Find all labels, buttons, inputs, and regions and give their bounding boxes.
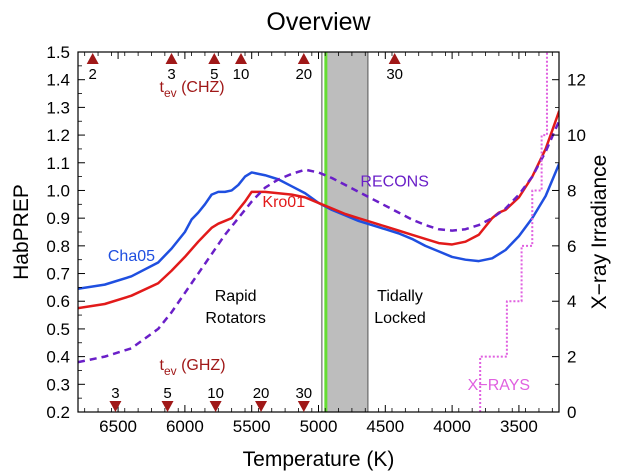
y-tick-label: 0.4 — [46, 348, 70, 367]
axes-layer: 6500 6000 5500 5000 4500 4000 3500 0.2 0.3 0.4 0.5… — [10, 8, 611, 471]
series-label-kro01: Kro01 — [262, 194, 305, 211]
chz-subscript: ev — [164, 86, 177, 100]
region-label: Tidally Locked — [374, 288, 426, 327]
y2-tick-label: 2 — [567, 348, 576, 367]
ghz-axis-label: tev (GHZ) — [160, 357, 226, 378]
y-tick-label: 0.7 — [46, 265, 70, 284]
x-tick-label: 6500 — [99, 417, 137, 436]
ghz-marker-label: 5 — [163, 385, 171, 402]
ghz-suffix: (GHZ) — [177, 357, 226, 374]
chart-title: Overview — [266, 8, 371, 36]
ghz-marker-triangle — [109, 401, 122, 412]
x-tick-label: 4500 — [366, 417, 404, 436]
x-tick-label: 4000 — [433, 417, 471, 436]
chz-marker-triangle — [208, 53, 221, 64]
ghz-t: t — [160, 357, 165, 374]
ghz-marker-label: 30 — [295, 385, 312, 402]
chz-marker-triangle — [388, 53, 401, 64]
chz-marker-triangle — [297, 53, 310, 64]
chz-marker-triangle — [86, 53, 99, 64]
y-tick-label: 0.5 — [46, 320, 70, 339]
chz-marker-triangle — [165, 53, 178, 64]
x-axis-title: Temperature (K) — [243, 448, 395, 471]
series-line-x-rays — [479, 52, 548, 412]
region-label: Rapid Rotators — [205, 288, 265, 327]
chz-marker-label: 10 — [233, 66, 250, 83]
y-tick-label: 1.0 — [46, 181, 70, 200]
series-label-recons: RECONS — [360, 173, 428, 190]
y-tick-label: 1.1 — [46, 154, 70, 173]
ghz-marker-triangle — [161, 401, 174, 412]
y-tick-label: 1.2 — [46, 126, 70, 145]
y-tick-label: 1.4 — [46, 71, 70, 90]
y-tick-label: 0.8 — [46, 237, 70, 256]
chz-marker-label: 5 — [210, 66, 218, 83]
y2-tick-label: 12 — [567, 71, 586, 90]
y-tick-label: 0.9 — [46, 209, 70, 228]
y-tick-label: 0.3 — [46, 375, 70, 394]
ghz-subscript: ev — [164, 364, 177, 378]
y-tick-label: 0.6 — [46, 292, 70, 311]
series-line-kro01 — [78, 110, 559, 310]
y-tick-label: 1.3 — [46, 98, 70, 117]
series-label-cha05: Cha05 — [108, 248, 155, 265]
ghz-marker-triangle — [255, 401, 268, 412]
y-axis-title: HabPREP — [10, 184, 33, 280]
y2-tick-label: 4 — [567, 292, 576, 311]
series-label-x-rays: X−RAYS — [468, 377, 530, 394]
region-label-line: Locked — [374, 310, 426, 327]
region-label-line: Rapid — [215, 288, 257, 305]
chz-marker-label: 2 — [89, 66, 97, 83]
y2-tick-label: 6 — [567, 237, 576, 256]
chz-marker-label: 30 — [386, 66, 403, 83]
chz-t: t — [160, 79, 165, 96]
plot-region — [78, 52, 559, 412]
tidal-locking-shaded-band — [324, 52, 369, 412]
ghz-marker-triangle — [297, 401, 310, 412]
region-label-line: Tidally — [377, 288, 423, 305]
x-tick-label: 3500 — [500, 417, 538, 436]
region-label-line: Rotators — [205, 310, 265, 327]
ghz-marker-label: 10 — [207, 385, 224, 402]
plot-frame — [77, 51, 560, 413]
y-tick-label: 0.2 — [46, 403, 70, 422]
ghz-marker-triangle — [209, 401, 222, 412]
chz-marker-label: 20 — [295, 66, 312, 83]
x-tick-label: 5500 — [233, 417, 271, 436]
chz-axis-label: tev (CHZ) — [160, 79, 225, 100]
series-line-cha05 — [78, 162, 559, 291]
y2-tick-label: 10 — [567, 126, 586, 145]
chz-suffix: (CHZ) — [177, 79, 225, 96]
y2-tick-label: 0 — [567, 403, 576, 422]
ghz-marker-label: 3 — [111, 385, 119, 402]
ghz-marker-label: 20 — [253, 385, 270, 402]
chz-marker-triangle — [235, 53, 248, 64]
series-line-recons — [78, 120, 559, 364]
y2-tick-label: 8 — [567, 181, 576, 200]
y-tick-label: 1.5 — [46, 43, 70, 62]
chz-marker-label: 3 — [167, 66, 175, 83]
x-tick-label: 5000 — [300, 417, 338, 436]
y2-axis-title: X−ray Irradiance — [588, 155, 611, 310]
x-tick-label: 6000 — [166, 417, 204, 436]
